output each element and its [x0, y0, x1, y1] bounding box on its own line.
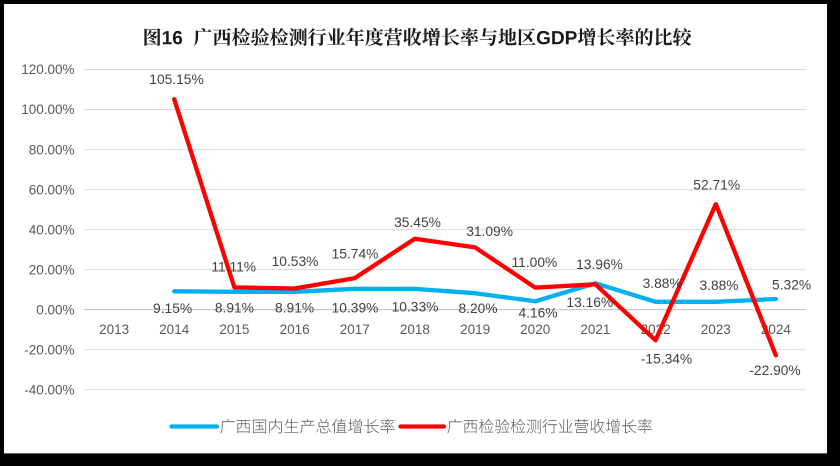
svg-text:2017: 2017: [340, 322, 370, 337]
svg-text:-22.90%: -22.90%: [749, 363, 800, 378]
svg-text:10.33%: 10.33%: [392, 299, 439, 314]
svg-text:2018: 2018: [400, 322, 430, 337]
svg-text:0.00%: 0.00%: [36, 302, 74, 317]
svg-text:-15.34%: -15.34%: [641, 351, 692, 366]
svg-text:2019: 2019: [460, 322, 490, 337]
svg-text:9.15%: 9.15%: [153, 301, 192, 316]
svg-text:13.96%: 13.96%: [576, 257, 623, 272]
svg-text:80.00%: 80.00%: [29, 142, 75, 157]
svg-text:13.16%: 13.16%: [566, 295, 613, 310]
svg-text:10.39%: 10.39%: [332, 300, 379, 315]
svg-text:120.00%: 120.00%: [21, 62, 74, 77]
svg-text:3.88%: 3.88%: [643, 276, 682, 291]
svg-text:60.00%: 60.00%: [29, 182, 75, 197]
svg-text:11.00%: 11.00%: [512, 255, 558, 270]
svg-text:35.45%: 35.45%: [394, 215, 441, 230]
svg-text:2015: 2015: [219, 322, 249, 337]
svg-text:-40.00%: -40.00%: [24, 382, 74, 397]
svg-text:8.20%: 8.20%: [458, 301, 497, 316]
svg-text:2016: 2016: [280, 322, 310, 337]
svg-text:52.71%: 52.71%: [693, 178, 740, 193]
svg-text:5.32%: 5.32%: [772, 277, 811, 292]
svg-text:40.00%: 40.00%: [29, 222, 75, 237]
svg-text:-20.00%: -20.00%: [24, 342, 74, 357]
svg-text:2020: 2020: [520, 322, 550, 337]
svg-text:8.91%: 8.91%: [215, 300, 254, 315]
svg-text:20.00%: 20.00%: [29, 262, 75, 277]
svg-text:2023: 2023: [701, 322, 731, 337]
svg-text:4.16%: 4.16%: [518, 305, 557, 320]
svg-text:10.53%: 10.53%: [272, 254, 319, 269]
svg-text:2021: 2021: [580, 322, 610, 337]
svg-text:105.15%: 105.15%: [149, 72, 203, 87]
svg-text:3.88%: 3.88%: [699, 278, 738, 293]
svg-text:100.00%: 100.00%: [21, 102, 74, 117]
svg-text:11.11%: 11.11%: [211, 260, 256, 275]
svg-text:2014: 2014: [159, 322, 190, 337]
svg-text:2013: 2013: [99, 322, 129, 337]
svg-text:8.91%: 8.91%: [275, 300, 314, 315]
svg-text:15.74%: 15.74%: [332, 247, 379, 262]
svg-text:31.09%: 31.09%: [466, 224, 513, 239]
